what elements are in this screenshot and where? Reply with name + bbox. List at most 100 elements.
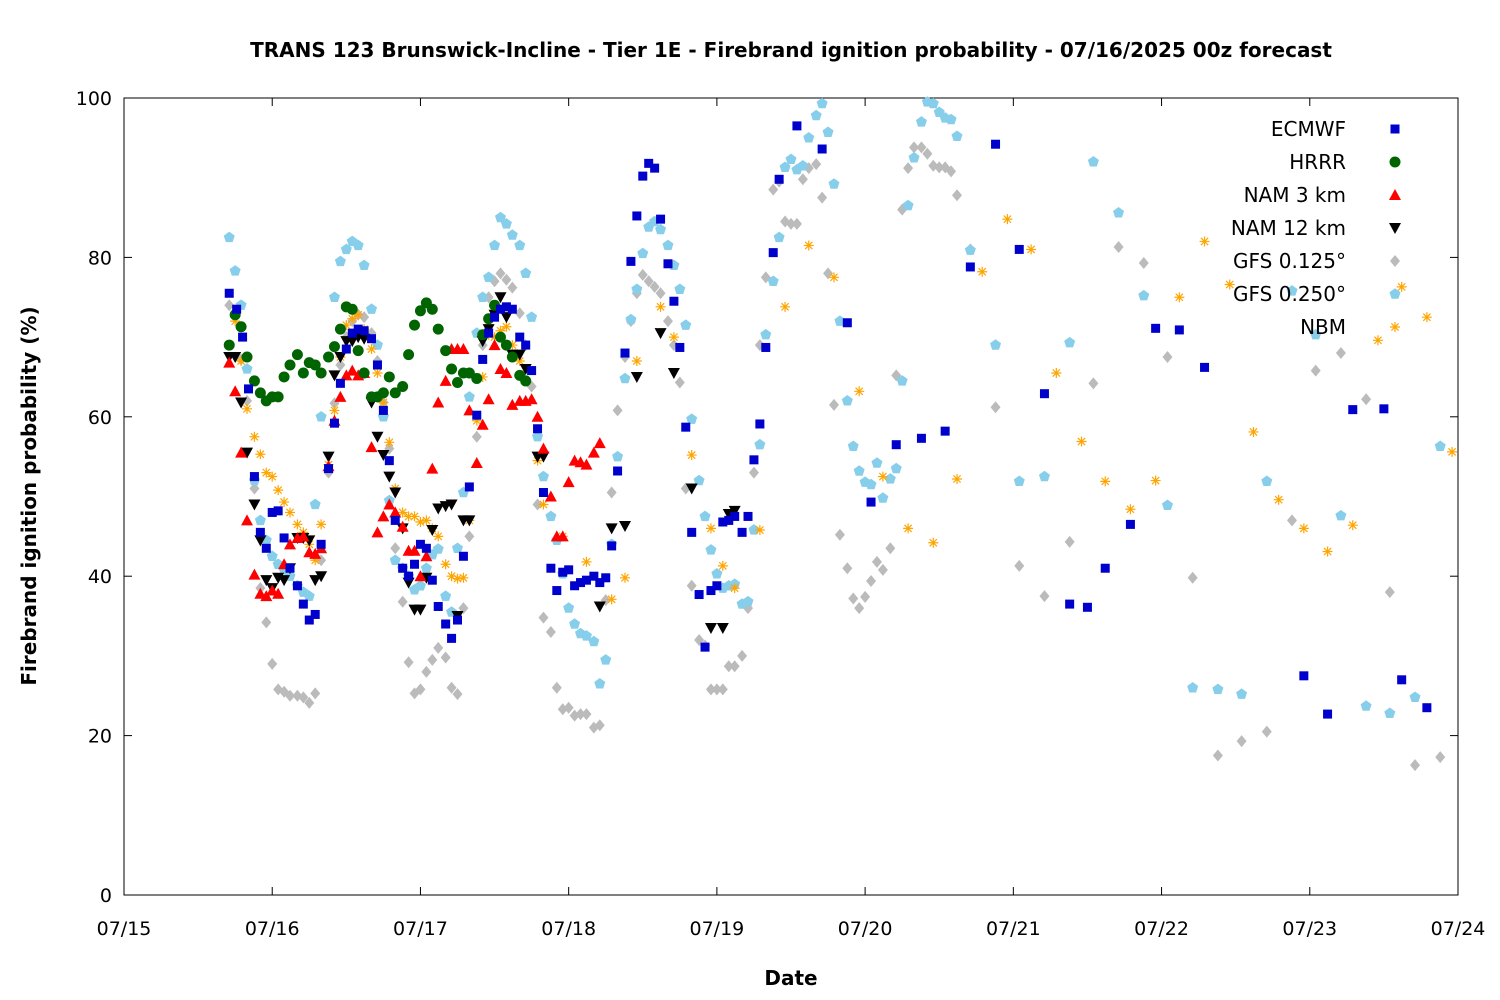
nbm-point <box>273 485 284 496</box>
nam-3-km-point <box>544 490 557 502</box>
gfs-0-250-point <box>810 109 822 121</box>
hrrr-point <box>315 367 327 379</box>
y-tick-label: 40 <box>88 566 112 588</box>
gfs-0-125-point <box>563 701 574 714</box>
gfs-0-125-point <box>575 708 586 721</box>
gfs-0-250-point <box>520 267 532 279</box>
gfs-0-125-point <box>866 574 877 587</box>
gfs-0-250-point <box>545 510 557 522</box>
nam-12-km-point <box>728 505 741 517</box>
nam-12-km-point <box>260 575 273 587</box>
ecmwf-point <box>533 424 543 434</box>
ecmwf-point <box>255 527 265 537</box>
nbm-point <box>854 386 865 397</box>
gfs-0-250-point <box>463 391 475 402</box>
nam-12-km-point <box>254 535 267 547</box>
gfs-0-250-point <box>908 151 920 163</box>
gfs-0-250-point <box>1236 688 1248 699</box>
ecmwf-point <box>292 581 302 591</box>
nam-12-km-point <box>322 451 335 463</box>
ecmwf-point <box>538 488 548 498</box>
gfs-0-250-point <box>951 130 963 141</box>
gfs-0-250-point <box>223 231 235 243</box>
ecmwf-point <box>232 304 242 314</box>
gfs-0-125-point <box>514 307 525 320</box>
ecmwf-point <box>441 619 451 629</box>
nam-3-km-point <box>235 446 248 458</box>
gfs-0-125-point <box>1039 590 1050 603</box>
nam-12-km-point <box>463 515 476 527</box>
ecmwf-point <box>768 248 778 258</box>
nam-12-km-point <box>500 312 513 324</box>
ecmwf-point <box>644 158 654 168</box>
ecmwf-point <box>669 296 679 306</box>
hrrr-point <box>409 319 421 331</box>
nam-3-km-point <box>334 390 347 402</box>
nam-3-km-point <box>500 366 513 378</box>
nam-12-km-point <box>494 292 507 304</box>
gfs-0-125-point <box>1138 256 1149 269</box>
hrrr-point <box>223 339 235 351</box>
ecmwf-point <box>842 318 852 328</box>
ecmwf-point <box>304 615 314 625</box>
ecmwf-point <box>613 466 623 476</box>
ecmwf-point <box>1065 599 1075 609</box>
plot-frame <box>123 97 1459 896</box>
ecmwf-point <box>1397 675 1407 685</box>
hrrr-point <box>506 351 518 363</box>
ecmwf-point <box>1125 519 1135 529</box>
nbm-point <box>267 471 278 482</box>
nam-3-km-point <box>241 514 254 526</box>
nbm-point <box>366 344 377 355</box>
nbm-point <box>1298 523 1309 534</box>
gfs-0-250-point <box>254 514 266 526</box>
nam-12-km-point <box>667 367 680 379</box>
gfs-0-250-point <box>309 498 321 510</box>
nbm-point <box>1199 236 1210 247</box>
ecmwf-point <box>478 354 488 364</box>
nbm-point <box>1076 436 1087 447</box>
gfs-0-125-point <box>1236 735 1247 748</box>
nbm-point <box>1396 281 1407 292</box>
legend-label-gfs-0-250: GFS 0.250° <box>1233 282 1346 306</box>
hrrr-point <box>452 377 463 389</box>
x-tick-label: 07/19 <box>690 918 745 940</box>
legend-label-nbm: NBM <box>1300 315 1346 339</box>
hrrr-point <box>432 323 444 335</box>
gfs-0-250-point <box>631 283 643 294</box>
hrrr-point <box>494 331 506 343</box>
hrrr-point <box>309 359 321 371</box>
gfs-0-250-point <box>580 630 592 641</box>
gfs-0-250-point <box>686 413 698 424</box>
gfs-0-125-point <box>811 158 822 171</box>
ecmwf-point <box>774 174 784 184</box>
ecmwf-point <box>558 567 568 577</box>
gfs-0-250-point <box>241 363 253 374</box>
nbm-point <box>655 301 666 312</box>
nbm-point <box>729 583 740 594</box>
nam-3-km-point <box>426 462 439 474</box>
gfs-0-250-point <box>779 161 791 173</box>
gfs-0-125-point <box>359 311 370 324</box>
gfs-0-125-point <box>335 358 346 371</box>
nbm-point <box>877 471 888 482</box>
ecmwf-point <box>1422 703 1432 713</box>
gfs-0-250-point <box>705 544 717 555</box>
nbm-point <box>495 325 506 336</box>
nbm-point <box>606 594 617 605</box>
nam-3-km-point <box>587 446 600 458</box>
nam-3-km-point <box>537 442 550 454</box>
nbm-point <box>686 450 697 461</box>
nbm-point <box>316 519 327 530</box>
gfs-0-250-point <box>1113 206 1125 218</box>
gfs-0-125-point <box>643 275 654 288</box>
hrrr-point <box>389 387 401 399</box>
ecmwf-point <box>1151 323 1161 333</box>
gfs-0-250-point <box>315 411 327 422</box>
gfs-0-250-point <box>1064 336 1076 348</box>
gfs-0-125-point <box>612 404 623 417</box>
ecmwf-point <box>501 302 511 312</box>
nam-3-km-point <box>439 374 452 386</box>
gfs-0-125-point <box>791 217 802 230</box>
gfs-0-125-point <box>848 592 859 605</box>
